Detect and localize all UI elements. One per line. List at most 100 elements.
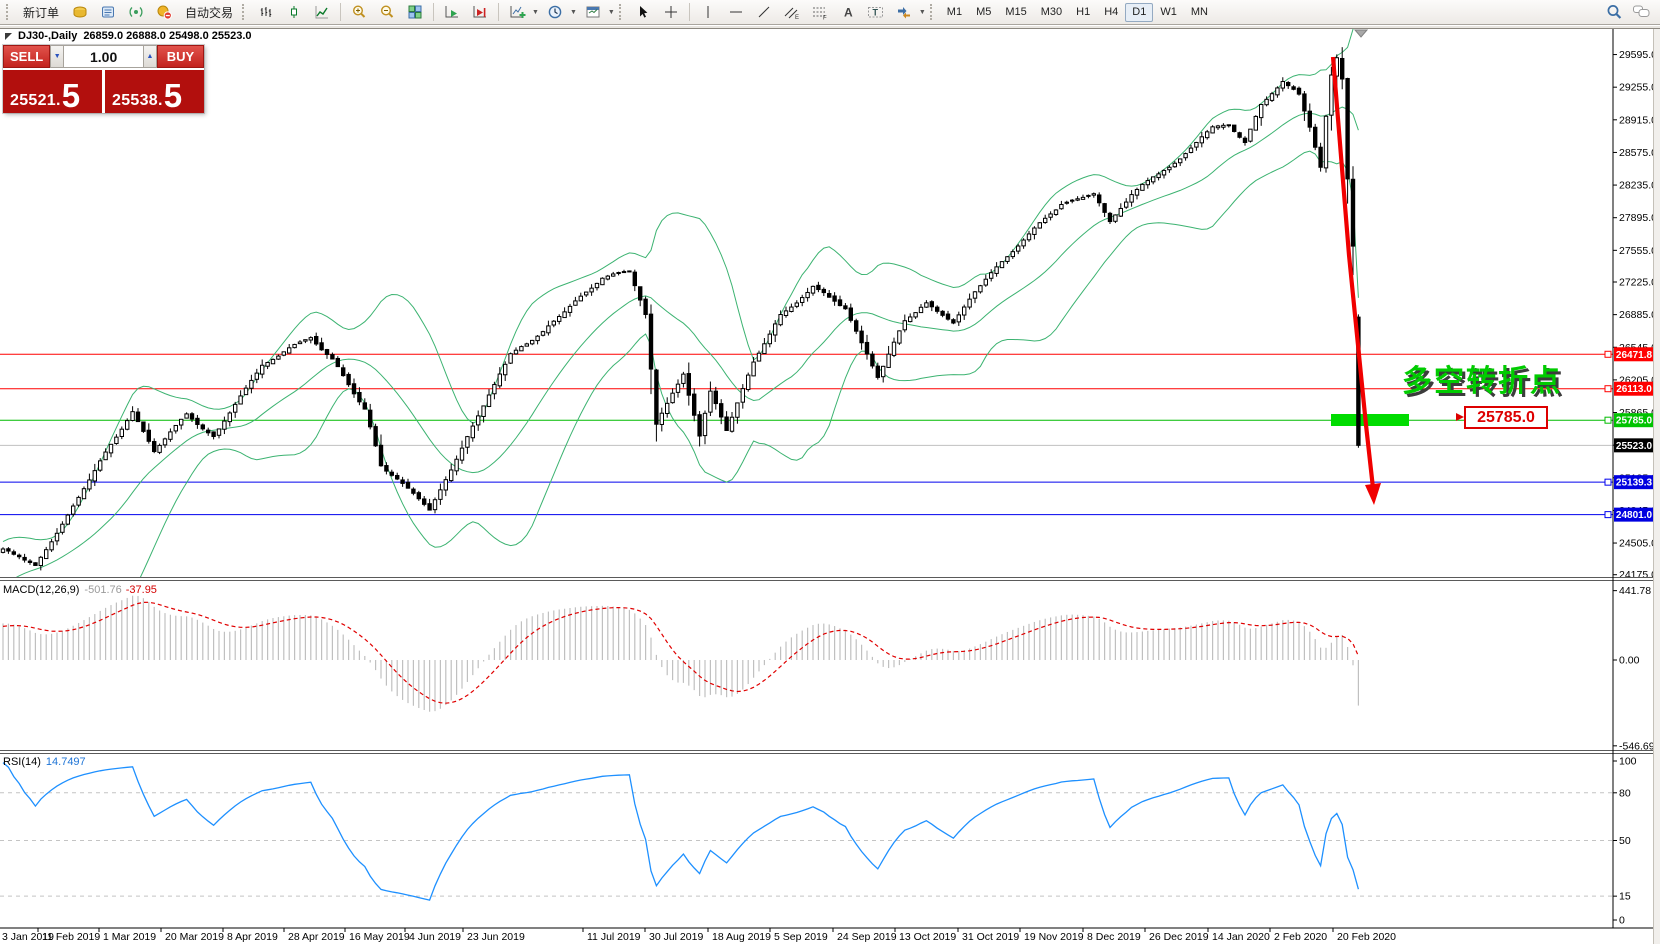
auto-trading-button[interactable]: 自动交易: [178, 2, 240, 22]
svg-text:E: E: [795, 15, 799, 20]
volume-increase-button[interactable]: ▲: [143, 45, 157, 68]
timeframe-M30[interactable]: M30: [1034, 3, 1069, 22]
volume-decrease-button[interactable]: ▼: [50, 45, 65, 68]
rsi-axis-label: 50: [1619, 835, 1631, 847]
date-label: 20 Mar 2019: [165, 931, 224, 943]
sell-button[interactable]: SELL: [3, 45, 51, 68]
date-label: 23 Jun 2019: [467, 931, 525, 943]
timeframe-M15[interactable]: M15: [998, 3, 1033, 22]
toolbar-grip[interactable]: [618, 4, 624, 20]
level-axis-box: [1614, 347, 1654, 362]
level-axis-box: [1614, 438, 1654, 453]
timeframe-MN[interactable]: MN: [1184, 3, 1215, 22]
indicators-icon[interactable]: [503, 1, 531, 23]
toolbar-grip[interactable]: [242, 4, 247, 20]
bollinger-upper-band[interactable]: [2, 0, 1358, 543]
market-icon[interactable]: [150, 1, 178, 23]
svg-text:T: T: [872, 8, 878, 18]
price-axis: 29595.0 29255.0 28915.0 28575.0 28235.0 27895…: [1604, 49, 1657, 927]
auto-scroll-icon[interactable]: [438, 1, 466, 23]
deposit-icon[interactable]: [66, 1, 94, 23]
cursor-icon[interactable]: [629, 1, 657, 23]
shapes-dropdown-caret[interactable]: ▼: [918, 8, 926, 16]
date-label: 18 Aug 2019: [712, 931, 771, 943]
label-icon[interactable]: T: [862, 1, 890, 23]
crosshair-icon[interactable]: [657, 1, 685, 23]
news-icon[interactable]: [94, 1, 122, 23]
indicators-dropdown-caret[interactable]: ▼: [532, 8, 539, 16]
timeframe-H4[interactable]: H4: [1097, 3, 1125, 22]
toolbar-grip[interactable]: [929, 4, 935, 20]
zoom-out-icon[interactable]: [373, 1, 401, 23]
date-label: 3 Jan 2019: [2, 931, 54, 943]
trend-arrowhead: [1365, 483, 1381, 505]
annotation-text[interactable]: 多空转折点: [1402, 365, 1562, 398]
price-tick-label: 29595.0: [1619, 49, 1657, 61]
timeframe-M5[interactable]: M5: [969, 3, 998, 22]
templates-icon[interactable]: [579, 1, 607, 23]
tile-windows-icon[interactable]: [401, 1, 429, 23]
rsi-axis-label: 0: [1619, 915, 1625, 927]
bollinger-lower-band[interactable]: [3, 150, 1359, 629]
macd-main-value: -501.76: [84, 584, 122, 596]
fibonacci-icon[interactable]: F: [806, 1, 834, 23]
templates-dropdown-caret[interactable]: ▼: [607, 8, 615, 16]
timeframe-H1[interactable]: H1: [1069, 3, 1097, 22]
collapse-triangle-icon[interactable]: [5, 32, 12, 40]
price-tag-label[interactable]: 25785.0: [1456, 406, 1548, 429]
rsi-panel[interactable]: [0, 762, 1613, 901]
date-label: 11 Jul 2019: [587, 931, 641, 943]
rsi-axis-label: 15: [1619, 891, 1631, 903]
rsi-line: [2, 762, 1360, 901]
buy-price[interactable]: 25538. 5: [105, 70, 204, 113]
candles[interactable]: [0, 47, 1361, 571]
search-icon[interactable]: [1600, 1, 1628, 23]
trendline-icon[interactable]: [750, 1, 778, 23]
zoom-in-icon[interactable]: [345, 1, 373, 23]
vertical-line-icon[interactable]: [694, 1, 722, 23]
date-label: 13 Oct 2019: [899, 931, 956, 943]
window-edge-strip: [1653, 27, 1660, 944]
bar-chart-icon[interactable]: [252, 1, 280, 23]
price-tick-label: 24175.0: [1619, 569, 1657, 581]
price-tick-label: 27895.0: [1619, 212, 1657, 224]
volume-input[interactable]: [64, 45, 143, 68]
trend-arrow[interactable]: [1330, 56, 1376, 489]
macd-panel[interactable]: [2, 595, 1360, 712]
chart-shift-marker[interactable]: [1353, 29, 1369, 38]
toolbar-grip[interactable]: [6, 4, 11, 20]
main-plot[interactable]: [0, 0, 1613, 629]
bollinger-middle-band[interactable]: [3, 106, 1359, 585]
sell-price[interactable]: 25521. 5: [3, 70, 102, 113]
chart-shift-icon[interactable]: [466, 1, 494, 23]
line-chart-icon[interactable]: [308, 1, 336, 23]
chat-icon[interactable]: [1628, 1, 1656, 23]
timeframe-bar: M1 M5 M15 M30 H1 H4 D1 W1 MN: [940, 2, 1215, 22]
svg-text:A: A: [844, 6, 853, 20]
macd-label-row: MACD(12,26,9) -501.76 -37.95: [3, 584, 157, 596]
level-anchor: [1604, 385, 1612, 393]
rsi-axis-label: 80: [1619, 787, 1631, 799]
date-label: 28 Apr 2019: [288, 931, 345, 943]
signal-icon[interactable]: [122, 1, 150, 23]
horizontal-line-icon[interactable]: [722, 1, 750, 23]
timeframe-W1[interactable]: W1: [1153, 3, 1184, 22]
buy-button[interactable]: BUY: [157, 45, 204, 68]
date-label: 24 Sep 2019: [837, 931, 897, 943]
timeframe-D1[interactable]: D1: [1125, 2, 1154, 22]
level-highlight[interactable]: [1331, 414, 1409, 426]
candlestick-icon[interactable]: [280, 1, 308, 23]
text-icon[interactable]: A: [834, 1, 862, 23]
date-label: 5 Sep 2019: [774, 931, 828, 943]
price-tick-label: 28575.0: [1619, 147, 1657, 159]
periods-icon[interactable]: [541, 1, 569, 23]
ohlc-values: 26859.0 26888.0 25498.0 25523.0: [83, 30, 252, 42]
periods-dropdown-caret[interactable]: ▼: [569, 8, 577, 16]
channel-icon[interactable]: E: [778, 1, 806, 23]
level-axis-label: 24801.0: [1616, 510, 1653, 521]
shapes-icon[interactable]: [890, 1, 918, 23]
new-order-button[interactable]: 新订单: [16, 2, 66, 22]
timeframe-M1[interactable]: M1: [940, 3, 969, 22]
